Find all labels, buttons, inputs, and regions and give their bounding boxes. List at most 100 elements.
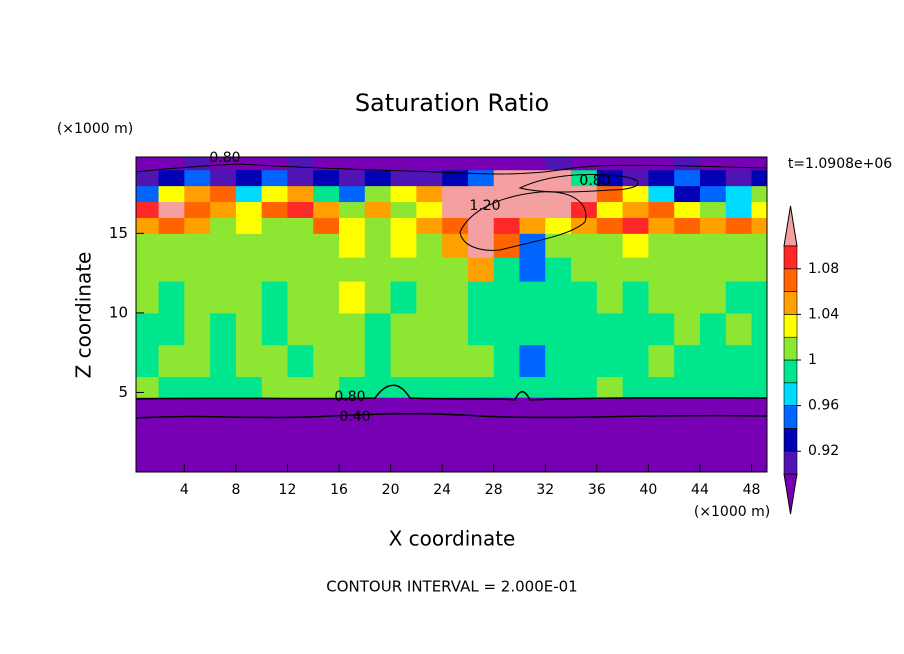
y-axis-label: Z coordinate: [72, 252, 96, 379]
field-cell: [313, 397, 340, 473]
contour-label: 0.40: [339, 409, 370, 425]
field-cell: [751, 312, 768, 346]
field-cell: [674, 217, 701, 234]
x-tick-label: 12: [279, 482, 297, 498]
field-cell: [467, 157, 495, 171]
field-cell: [158, 257, 185, 282]
field-cell: [493, 376, 520, 398]
field-cell: [751, 397, 768, 473]
field-cell: [622, 157, 649, 171]
contours: [135, 163, 768, 419]
field-cell: [261, 169, 288, 187]
field-cell: [416, 376, 443, 398]
field-cell: [416, 397, 443, 473]
field-cell: [313, 376, 340, 398]
field-cell: [210, 185, 237, 203]
field-cell: [339, 312, 366, 346]
field-cell: [158, 344, 185, 378]
field-cell: [467, 397, 495, 473]
colorbar-tick-label: 1: [808, 352, 817, 368]
colorbar-segment: [783, 336, 798, 361]
field-cell: [210, 344, 237, 378]
field-cell: [467, 233, 495, 258]
field-cell: [390, 169, 417, 187]
field-cell: [571, 376, 598, 398]
field-cell: [364, 169, 392, 187]
field-cell: [648, 201, 675, 218]
field-cell: [287, 397, 314, 473]
field-cell: [442, 257, 469, 282]
field-cell: [751, 217, 768, 234]
field-cell: [545, 257, 572, 282]
field-cell: [313, 169, 340, 187]
field-cell: [674, 185, 701, 203]
field-cell: [571, 397, 598, 473]
field-cell: [261, 157, 288, 171]
field-cell: [416, 281, 443, 314]
field-cell: [339, 376, 366, 398]
field-cell: [674, 312, 701, 346]
field-cell: [493, 169, 520, 187]
field-cell: [210, 257, 237, 282]
field-cell: [390, 312, 417, 346]
field-cell: [467, 344, 495, 378]
field-cell: [725, 344, 753, 378]
x-tick-label: 48: [743, 482, 761, 498]
field-cell: [339, 157, 366, 171]
field-cell: [674, 376, 701, 398]
colorbar-segment: [783, 314, 798, 338]
field-cell: [287, 201, 314, 218]
x-tick-label: 4: [180, 482, 189, 498]
field-cell: [235, 233, 263, 258]
field-cell: [158, 312, 185, 346]
field-cell: [390, 257, 417, 282]
field-cell: [313, 344, 340, 378]
field-cell: [313, 201, 340, 218]
field-cell: [261, 281, 288, 314]
y-unit: (×1000 m): [57, 121, 133, 137]
field-cell: [674, 257, 701, 282]
contour-label: 0.80: [209, 150, 240, 166]
field-cell: [751, 257, 768, 282]
field-cell: [596, 281, 624, 314]
field-cell: [648, 397, 675, 473]
contour-label: 0.80: [579, 173, 610, 189]
field-cell: [136, 344, 160, 378]
field-cell: [184, 397, 211, 473]
field-cell: [287, 217, 314, 234]
field-cell: [725, 312, 753, 346]
field-cell: [235, 157, 263, 171]
plot-frame: [135, 156, 768, 473]
field-cell: [571, 185, 598, 203]
field-cell: [364, 397, 392, 473]
field-cell: [699, 344, 727, 378]
field-cell: [596, 397, 624, 473]
field-cell: [364, 201, 392, 218]
field-cell: [751, 169, 768, 187]
x-tick-label: 16: [330, 482, 348, 498]
field-cell: [287, 281, 314, 314]
field-cell: [545, 169, 572, 187]
x-tick-label: 36: [588, 482, 606, 498]
field-cell: [519, 312, 546, 346]
field-cell: [390, 281, 417, 314]
field-cell: [235, 169, 263, 187]
field-cell: [210, 397, 237, 473]
field-cell: [596, 257, 624, 282]
field-cell: [725, 169, 753, 187]
field-cell: [699, 257, 727, 282]
field-cell: [571, 169, 598, 187]
field-cell: [313, 217, 340, 234]
field-cell: [571, 344, 598, 378]
field-cell: [210, 233, 237, 258]
x-tick-label: 24: [433, 482, 451, 498]
field-cell: [364, 185, 392, 203]
field-cell: [210, 312, 237, 346]
field: [136, 157, 768, 473]
field-cell: [339, 185, 366, 203]
field-cell: [313, 233, 340, 258]
field-cell: [596, 233, 624, 258]
field-cell: [235, 312, 263, 346]
field-cell: [339, 217, 366, 234]
field-cell: [725, 217, 753, 234]
